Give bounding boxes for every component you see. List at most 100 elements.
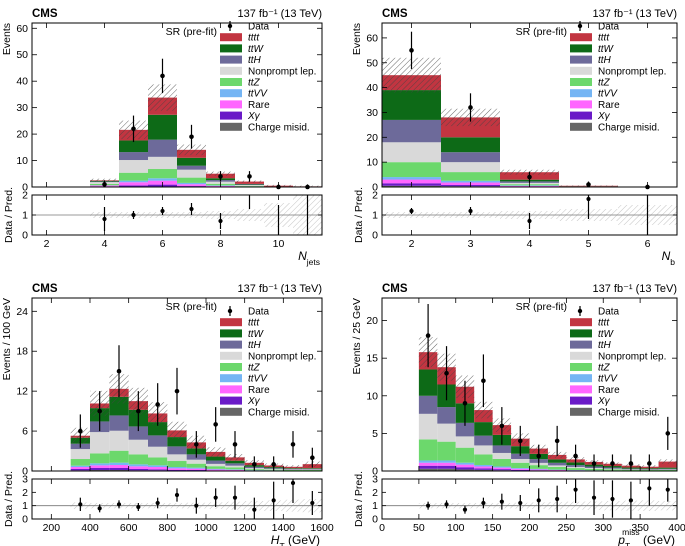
ratio-point-0 bbox=[78, 502, 83, 507]
bar-ttw-bin12 bbox=[302, 468, 322, 469]
bar-x-bin2 bbox=[455, 467, 475, 470]
x-tick-label: 0 bbox=[379, 522, 385, 534]
bar-ttvv-bin3 bbox=[128, 464, 148, 467]
y-tick-label: 60 bbox=[16, 23, 28, 35]
uncertainty-band-bin7 bbox=[206, 447, 226, 457]
bar-nonpromptlep-bin6 bbox=[186, 459, 206, 464]
bar-ttvv-bin1 bbox=[119, 180, 148, 183]
ratio-point-13 bbox=[665, 487, 670, 492]
legend-swatch-ttH bbox=[570, 55, 592, 64]
bar-nonpromptlep-bin1 bbox=[437, 423, 456, 442]
x-tick-label: 6 bbox=[160, 238, 166, 250]
legend-label: ttVV bbox=[598, 89, 618, 100]
bar-nonpromptlep-bin1 bbox=[441, 162, 500, 173]
bar-ttvv-bin0 bbox=[70, 465, 90, 468]
legend-label: ttW bbox=[248, 44, 265, 55]
ratio-point-2 bbox=[160, 208, 165, 214]
bar-nonpromptlep-bin2 bbox=[455, 436, 475, 448]
bar-ttz-bin4 bbox=[492, 458, 512, 467]
bar-tth-bin1 bbox=[437, 407, 456, 424]
region-label: SR (pre-fit) bbox=[166, 26, 217, 38]
legend-label: ttH bbox=[598, 55, 612, 66]
x-tick-label: 2 bbox=[44, 238, 50, 250]
x-axis-label: Nb bbox=[662, 249, 676, 267]
bar-ttz-bin5 bbox=[167, 461, 187, 468]
data-point-8 bbox=[232, 442, 238, 447]
bar-ttz-bin4 bbox=[148, 457, 168, 466]
bar-chargemisid-bin2 bbox=[455, 469, 475, 471]
y-tick-label: 5 bbox=[372, 428, 378, 440]
bar-x-bin4 bbox=[148, 469, 168, 471]
bar-ttz-bin7 bbox=[547, 466, 567, 470]
bar-rare-bin6 bbox=[186, 468, 206, 470]
uncertainty-band-bin3 bbox=[177, 144, 206, 156]
ratio-y-tick-label: 1 bbox=[22, 500, 28, 512]
ratio-y-tick-label: 0 bbox=[22, 230, 28, 242]
y-tick-label: 0 bbox=[372, 466, 378, 478]
bar-rare-bin7 bbox=[547, 469, 567, 471]
bar-tth-bin0 bbox=[382, 119, 441, 143]
bar-x-bin1 bbox=[437, 465, 456, 469]
y-tick-label: 20 bbox=[366, 132, 378, 144]
bar-x-bin3 bbox=[474, 468, 493, 470]
legend-label: Charge misid. bbox=[248, 122, 310, 133]
legend-label: Charge misid. bbox=[248, 407, 310, 418]
bar-ttz-bin0 bbox=[382, 162, 441, 178]
bar-tth-bin5 bbox=[167, 446, 187, 455]
data-point-10 bbox=[271, 462, 276, 467]
bar-tttt-bin5 bbox=[235, 181, 264, 184]
ratio-point-2 bbox=[116, 502, 122, 507]
legend-label: Charge misid. bbox=[598, 407, 660, 418]
legend-data-marker bbox=[577, 308, 583, 314]
legend-label: ttW bbox=[248, 329, 265, 340]
x-tick-label: 300 bbox=[594, 522, 612, 534]
bar-rare-bin5 bbox=[511, 468, 530, 470]
legend-label: Data bbox=[598, 307, 620, 318]
cms-label: CMS bbox=[32, 8, 58, 20]
bar-ttz-bin5 bbox=[511, 462, 530, 468]
bar-ttw-bin1 bbox=[119, 140, 148, 153]
data-point-5 bbox=[517, 438, 523, 444]
ratio-axes-frame bbox=[381, 478, 678, 520]
bar-ttvv-bin0 bbox=[418, 460, 438, 463]
legend-swatch-rare bbox=[220, 100, 242, 109]
data-point-3 bbox=[136, 408, 141, 414]
ratio-axes-frame bbox=[31, 478, 323, 520]
x-axis-label: Njets bbox=[298, 249, 320, 267]
bar-ttvv-bin2 bbox=[455, 462, 475, 465]
bar-x-bin1 bbox=[119, 185, 148, 187]
ratio-point-11 bbox=[628, 498, 634, 503]
legend-label: ttZ bbox=[248, 78, 261, 89]
bar-tth-bin0 bbox=[418, 395, 438, 414]
legend-label: tttt bbox=[248, 33, 260, 44]
y-tick-label: 20 bbox=[16, 129, 28, 141]
data-point-4 bbox=[218, 174, 223, 179]
data-point-1 bbox=[131, 126, 136, 132]
ratio-y-tick-label: 2 bbox=[22, 190, 28, 202]
ratio-point-4 bbox=[218, 218, 223, 224]
legend-swatch-rare bbox=[570, 100, 592, 109]
main-axes-frame bbox=[31, 297, 323, 472]
bar-nonpromptlep-bin7 bbox=[547, 465, 567, 467]
bar-nonpromptlep-bin3 bbox=[474, 445, 493, 455]
data-point-3 bbox=[481, 378, 486, 384]
bar-ttw-bin11 bbox=[283, 468, 303, 469]
legend-swatch-ttW bbox=[220, 44, 242, 53]
ratio-point-5 bbox=[174, 492, 180, 498]
legend-label: Rare bbox=[248, 385, 270, 396]
ratio-y-tick-label: 2 bbox=[372, 487, 378, 499]
legend-label: ttW bbox=[598, 329, 615, 340]
legend-label: Nonprompt lep. bbox=[248, 351, 316, 362]
legend-label: Rare bbox=[598, 100, 620, 111]
lumi-label: 137 fb⁻¹ (13 TeV) bbox=[593, 8, 677, 20]
bar-ttz-bin13 bbox=[658, 469, 677, 471]
ratio-point-9 bbox=[591, 495, 597, 500]
ratio-y-axis-label: Data / Pred. bbox=[353, 471, 365, 527]
y-tick-label: 30 bbox=[16, 102, 28, 114]
ratio-y-tick-label: 0 bbox=[22, 514, 28, 526]
y-axis-label: Events / 25 GeV bbox=[351, 298, 363, 374]
legend-swatch-ttW bbox=[570, 44, 592, 53]
legend-swatch-nonprompt bbox=[220, 351, 242, 360]
